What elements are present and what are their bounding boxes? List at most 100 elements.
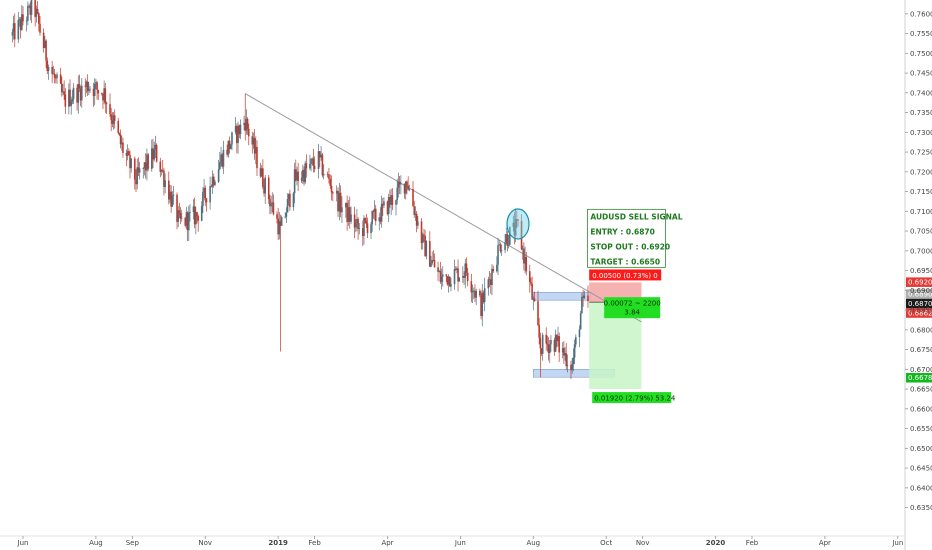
candle-body [523,248,525,264]
candle-body [146,154,148,171]
annotation-line: TARGET : 0.6650 [590,257,660,266]
candle-body [463,276,465,278]
candle-body [326,174,329,175]
candle-body [163,170,165,187]
candle-body [440,276,443,282]
candle-body [566,364,569,367]
candle-body [449,276,451,287]
candle-body [180,217,183,219]
candle-body [504,242,506,251]
candle-body [532,298,535,300]
y-tick-label: 0.67000 [910,366,932,374]
candle-body [51,66,53,74]
candle-body [483,288,486,302]
candle-body [413,206,416,215]
candle-body [339,192,342,213]
candle-body [256,146,258,169]
candle-body [78,84,81,89]
candle-body [96,82,98,90]
candle-body [104,88,107,103]
candle-body [202,191,204,207]
y-tick-label: 0.76000 [910,10,932,18]
x-tick-label: Aug [526,539,540,547]
candle-body [357,219,359,229]
candle-body [373,208,376,212]
candle-body [471,290,474,293]
candle-body [553,340,556,352]
candle-body [186,212,189,231]
candle-body [420,221,423,243]
candle-body [581,296,583,314]
candle-body [29,5,32,15]
candle-body [69,89,71,106]
candle-body [524,257,526,264]
candle-body [289,193,291,208]
candle-body [545,334,548,344]
candle-body [243,122,245,125]
candle-body [533,298,536,302]
candle-body [304,163,306,183]
candle-body [338,192,341,212]
candle-body [528,271,531,282]
candle-body [92,88,95,97]
candle-body [482,292,485,302]
candle-body [95,82,97,84]
candle-body [178,210,181,213]
candle-body [347,207,350,222]
candle-body [454,269,457,270]
candle-body [110,114,112,121]
candle-body [35,8,38,17]
candle-body [546,343,549,345]
candle-body [196,212,198,217]
candle-body [112,115,115,124]
candle-body [404,181,407,194]
candle-body [346,202,348,222]
candle-body [64,94,67,107]
candle-body [247,128,250,137]
candle-body [63,91,65,95]
y-tick-label: 0.75000 [910,50,932,58]
candle-body [330,185,333,193]
candle-body [170,191,172,207]
candle-body [571,364,573,371]
candle-body [297,171,299,181]
candle-body [332,192,334,194]
candle-body [255,146,257,154]
candle-body [348,207,351,222]
candle-body [88,89,90,92]
candle-body [480,295,482,317]
candle-body [505,234,508,243]
candle-body [450,284,452,287]
candle-body [164,180,166,187]
candle-body [582,296,584,298]
x-tick-label: Apr [381,539,393,547]
candle-body [498,244,501,246]
candle-body [363,218,365,237]
candle-body [317,151,320,170]
candle-body [458,277,461,282]
candle-body [470,281,473,293]
y-tick-label: 0.75500 [910,30,932,38]
candle-body [126,151,129,156]
candle-body [220,154,222,163]
candle-body [423,234,425,236]
candle-body [155,144,158,162]
candle-body [421,234,424,243]
candle-body [457,268,459,282]
candle-body [389,197,391,205]
y-tick-label: 0.74500 [910,70,932,78]
candle-body [44,40,46,48]
candle-body [286,199,289,213]
candle-body [144,162,147,171]
price-tag [906,298,932,309]
candle-body [168,180,170,200]
candle-body [150,148,153,169]
candle-body [429,240,431,267]
candle-body [28,5,30,7]
candle-body [496,264,498,272]
candle-body [129,154,131,169]
candle-body [530,281,532,284]
candle-body [310,159,312,164]
candle-body [311,158,314,160]
candle-body [547,344,550,354]
